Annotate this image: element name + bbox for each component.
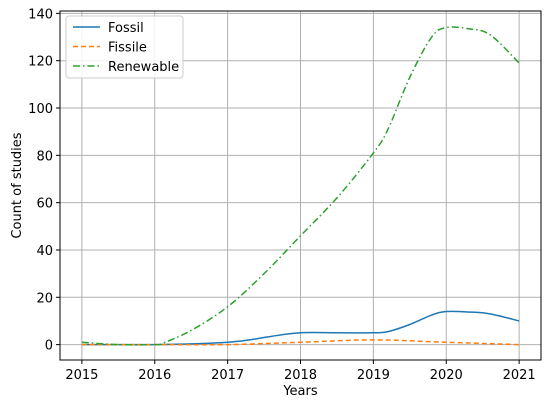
y-tick-label: 80 <box>36 149 53 164</box>
legend-entry-fossil: Fossil <box>108 21 144 36</box>
y-tick-label: 60 <box>36 197 53 212</box>
x-tick-label: 2018 <box>284 368 317 383</box>
x-tick-label: 2015 <box>65 368 98 383</box>
axis-ticks: 2015 2016 2017 2018 2019 2020 2021 0 20 40 60 80 100… <box>28 7 536 383</box>
legend-box <box>65 15 184 79</box>
x-tick-label: 2019 <box>357 368 390 383</box>
legend-entry-renewable: Renewable <box>108 60 179 75</box>
x-axis-label: Years <box>282 384 318 399</box>
x-tick-label: 2017 <box>211 368 244 383</box>
series-lines <box>81 26 520 346</box>
legend: Fossil Fissile Renewable <box>65 15 184 79</box>
y-tick-label: 20 <box>36 291 53 306</box>
y-tick-label: 0 <box>45 339 53 354</box>
legend-entry-fissile: Fissile <box>108 41 147 56</box>
x-tick-label: 2021 <box>503 368 536 383</box>
y-tick-label: 40 <box>36 244 53 259</box>
x-tick-label: 2020 <box>430 368 463 383</box>
y-axis-label: Count of studies <box>10 132 25 238</box>
y-tick-label: 120 <box>28 55 53 70</box>
y-tick-label: 140 <box>28 7 53 22</box>
grid <box>60 11 541 360</box>
y-tick-label: 100 <box>28 102 53 117</box>
series-line-renewable <box>81 26 520 346</box>
x-tick-label: 2016 <box>138 368 171 383</box>
